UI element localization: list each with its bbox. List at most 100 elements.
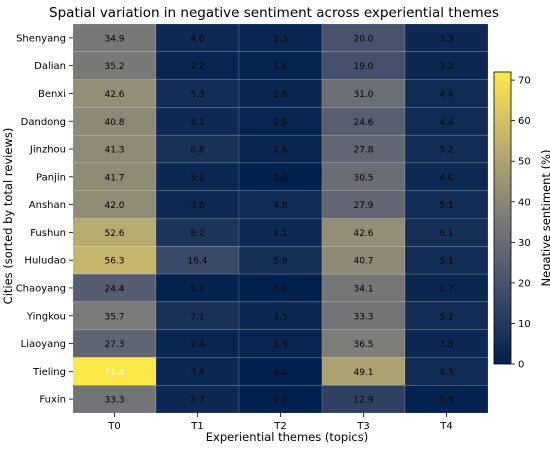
cell-value-label: 27.3 <box>104 340 124 350</box>
cell-value-label: 34.1 <box>353 284 373 294</box>
cell-value-label: 20.0 <box>353 34 373 44</box>
cell-value-label: 42.6 <box>353 229 373 239</box>
x-tick-label: T0 <box>107 421 120 432</box>
heatmap-cell <box>321 385 406 414</box>
colorbar-tick-label: 20 <box>518 278 531 289</box>
y-tick-label: Benxi <box>38 89 66 100</box>
cell-value-label: 12.9 <box>353 396 373 406</box>
heatmap-cell <box>72 23 157 52</box>
cell-value-label: 31.0 <box>353 90 373 100</box>
heatmap-cell <box>404 190 489 219</box>
heatmap-cell <box>155 162 240 191</box>
x-tick-label: T4 <box>439 421 452 432</box>
heatmap-cell <box>321 273 406 303</box>
y-tick-label: Dalian <box>34 61 66 72</box>
heatmap-cell <box>72 385 157 414</box>
heatmap-cell <box>72 190 157 219</box>
cell-value-label: 27.8 <box>353 146 373 156</box>
colorbar-label: Negative sentiment (%) <box>539 150 550 287</box>
cell-value-label: 19.0 <box>353 62 373 72</box>
heatmap-cell <box>238 385 323 414</box>
cell-value-label: 30.5 <box>353 173 373 183</box>
cell-value-label: 34.9 <box>104 34 124 44</box>
cell-value-label: 35.7 <box>104 312 124 322</box>
heatmap-cell <box>404 385 489 414</box>
cell-value-label: 5.2 <box>439 146 453 156</box>
heatmap-cells <box>72 23 489 414</box>
y-tick-label: Chaoyang <box>16 283 66 294</box>
heatmap-cell <box>321 329 406 358</box>
cell-value-label: 5.1 <box>439 201 453 211</box>
x-tick-label: T3 <box>356 421 369 432</box>
cell-value-label: 0.0 <box>273 173 288 183</box>
cell-value-label: 33.3 <box>353 312 373 322</box>
heatmap-cell <box>321 162 406 191</box>
cell-value-label: 4.8 <box>273 201 288 211</box>
heatmap-cell <box>404 51 489 80</box>
cell-value-label: 2.0 <box>273 118 288 128</box>
heatmap-cell <box>72 329 157 358</box>
colorbar-tick-label: 60 <box>518 116 531 127</box>
cell-value-label: 0.9 <box>439 396 454 406</box>
y-tick-label: Tieling <box>32 367 66 378</box>
heatmap-cell <box>72 273 157 303</box>
cell-value-label: 24.4 <box>104 284 124 294</box>
cell-value-label: 41.3 <box>104 146 124 156</box>
heatmap-cell <box>155 246 240 275</box>
cell-value-label: 16.4 <box>187 257 207 267</box>
cell-value-label: 4.1 <box>273 229 287 239</box>
y-tick-label: Dandong <box>21 117 66 128</box>
cell-value-label: 5.2 <box>439 312 453 322</box>
cell-value-label: 40.8 <box>104 118 124 128</box>
heatmap-cell <box>155 218 240 247</box>
cell-value-label: 42.6 <box>104 90 124 100</box>
cell-value-label: 2.2 <box>190 62 204 72</box>
cell-value-label: 33.3 <box>104 396 124 406</box>
heatmap-cell <box>72 357 157 386</box>
cell-value-label: 56.3 <box>104 257 124 267</box>
heatmap-cell <box>155 23 240 52</box>
cell-value-label: 6.1 <box>439 229 453 239</box>
heatmap-cell <box>321 218 406 247</box>
colorbar-tick-label: 50 <box>518 157 531 168</box>
heatmap-cell <box>321 79 406 108</box>
heatmap-cell <box>238 51 323 80</box>
heatmap-cell <box>72 134 157 164</box>
heatmap-cell <box>238 162 323 191</box>
cell-value-label: 5.9 <box>273 257 288 267</box>
cell-value-label: 41.7 <box>104 173 124 183</box>
cell-value-label: 3.2 <box>439 62 453 72</box>
cell-value-label: 49.1 <box>353 368 373 378</box>
heatmap-cell <box>238 218 323 247</box>
cell-value-label: 6.8 <box>190 146 205 156</box>
cell-value-label: 0.0 <box>273 396 288 406</box>
cell-value-label: 1.2 <box>190 284 204 294</box>
heatmap-cell <box>238 273 323 303</box>
heatmap-cell <box>404 246 489 275</box>
cell-value-label: 35.2 <box>104 62 124 72</box>
y-tick-label: Fushun <box>30 228 66 239</box>
colorbar-tick-label: 0 <box>518 360 524 371</box>
cell-value-label: 27.9 <box>353 201 373 211</box>
heatmap-cell <box>155 134 240 164</box>
heatmap-cell <box>404 357 489 386</box>
cell-value-label: 2.7 <box>439 284 453 294</box>
heatmap-cell <box>72 51 157 80</box>
cell-value-label: 2.6 <box>273 146 288 156</box>
cell-value-label: 5.3 <box>190 90 204 100</box>
y-tick-label: Liaoyang <box>21 339 66 350</box>
cell-value-label: 71.4 <box>104 368 124 378</box>
heatmap-cell <box>238 79 323 108</box>
cell-value-label: 4.0 <box>439 173 454 183</box>
x-tick-label: T1 <box>190 421 203 432</box>
cell-value-label: 4.3 <box>439 368 453 378</box>
cell-value-label: 7.1 <box>190 312 204 322</box>
cell-value-label: 3.6 <box>439 340 454 350</box>
cell-value-label: 3.3 <box>439 34 453 44</box>
y-tick-label: Yingkou <box>26 311 66 322</box>
heatmap-cell <box>321 301 406 330</box>
colorbar-tick-label: 30 <box>518 238 531 249</box>
cell-value-label: 24.6 <box>353 118 373 128</box>
x-axis: T0 T1 T2 T3 T4 <box>107 413 453 432</box>
